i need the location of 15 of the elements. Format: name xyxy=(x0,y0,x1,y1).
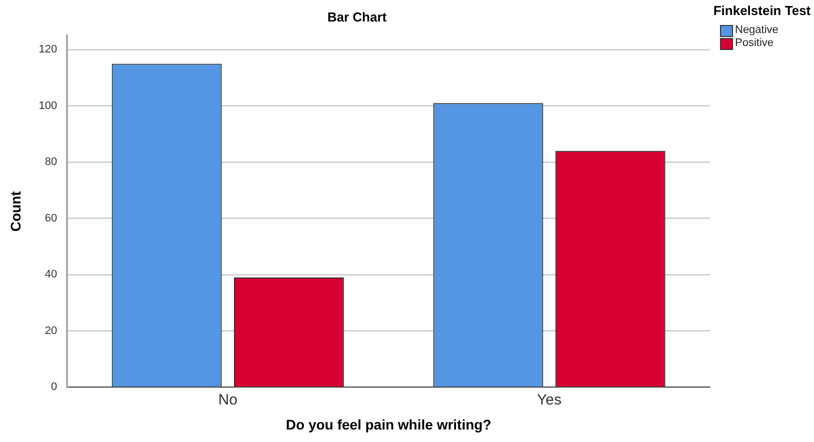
x-axis-title: Do you feel pain while writing? xyxy=(286,416,492,432)
y-tick-label: 0 xyxy=(51,381,58,394)
y-tick-label: 80 xyxy=(44,156,58,168)
y-tick-label: 20 xyxy=(44,324,58,337)
legend-title: Finkelstein Test xyxy=(712,3,812,18)
y-tick-label: 100 xyxy=(38,100,58,112)
x-tick-label: Yes xyxy=(537,391,562,408)
x-tick-label: No xyxy=(218,391,238,408)
legend-label: Positive xyxy=(735,37,774,50)
y-tick-label: 60 xyxy=(44,212,58,224)
chart-title: Bar Chart xyxy=(327,9,388,24)
y-axis-title: Count xyxy=(7,190,24,232)
y-tick-label: 40 xyxy=(44,268,58,281)
legend-label: Negative xyxy=(735,24,778,37)
y-tick-label: 120 xyxy=(38,44,58,56)
